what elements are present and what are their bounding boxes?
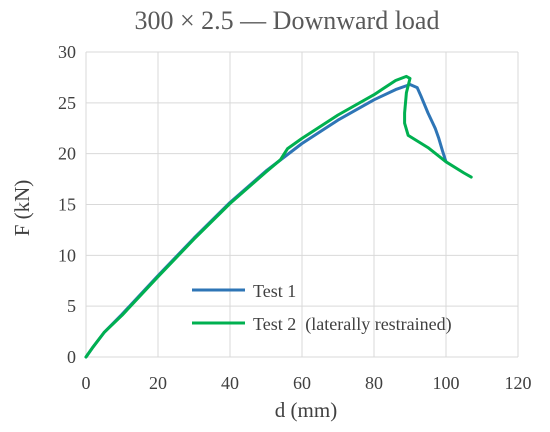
series-lines <box>84 74 473 359</box>
y-tick-label: 25 <box>58 93 76 113</box>
gridlines <box>85 51 519 358</box>
x-tick-label: 60 <box>293 373 311 393</box>
y-axis-title: F (kN) <box>10 180 34 237</box>
x-tick-label: 100 <box>433 373 460 393</box>
y-tick-label: 30 <box>58 42 76 62</box>
chart-title: 300 × 2.5 — Downward load <box>135 6 440 35</box>
x-axis-title: d (mm) <box>275 398 337 422</box>
x-tick-label: 40 <box>221 373 239 393</box>
y-tick-label: 15 <box>58 195 76 215</box>
y-tick-label: 10 <box>58 245 76 265</box>
series-line-2 <box>84 74 473 359</box>
legend: Test 1 Test 2 (laterally restrained) <box>192 281 452 335</box>
x-tick-label: 80 <box>365 373 383 393</box>
legend-label-test-1: Test 1 <box>253 281 296 301</box>
x-tick-label: 0 <box>82 373 91 393</box>
x-tick-label: 120 <box>505 373 532 393</box>
x-tick-label: 20 <box>149 373 167 393</box>
legend-label-test-2: Test 2 (laterally restrained) <box>253 314 452 335</box>
tick-labels: 0 5 10 15 20 25 30 0 20 40 60 80 100 120 <box>58 42 532 393</box>
y-tick-label: 0 <box>67 347 76 367</box>
y-tick-label: 20 <box>58 144 76 164</box>
y-tick-label: 5 <box>67 296 76 316</box>
